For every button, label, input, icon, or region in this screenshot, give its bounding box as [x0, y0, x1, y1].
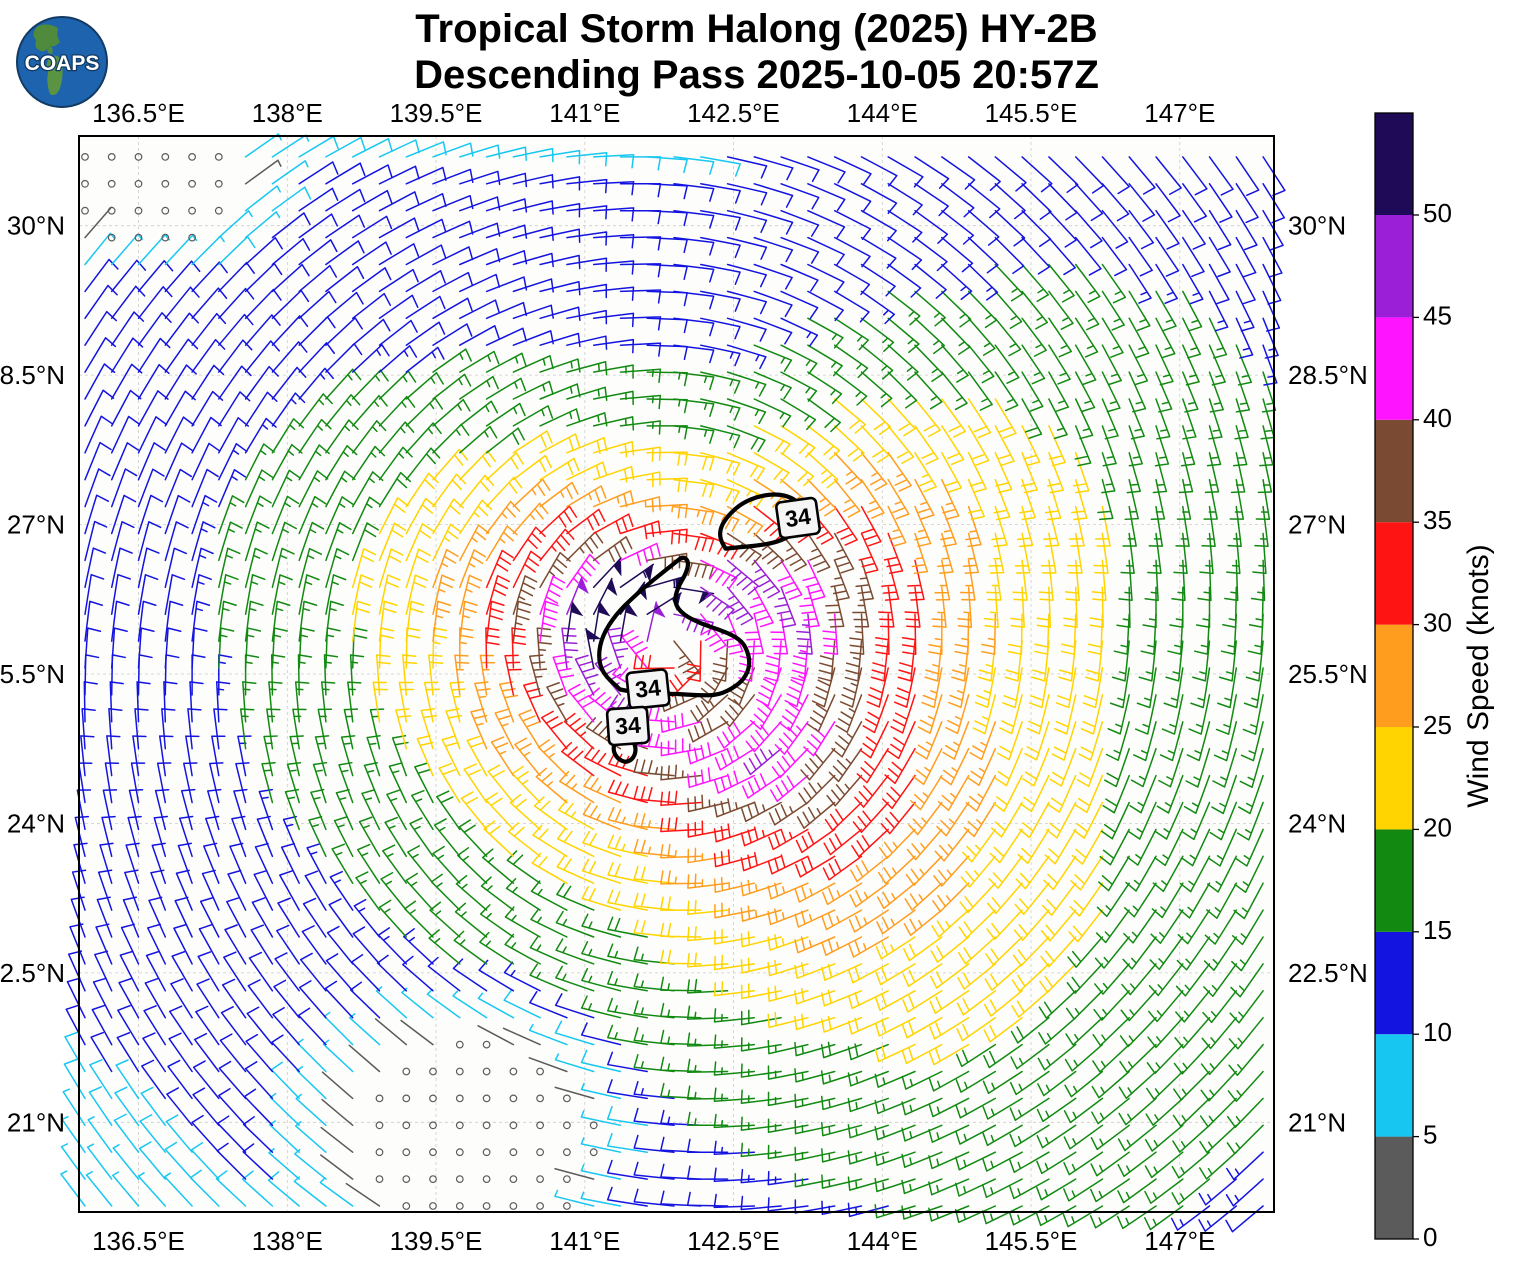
svg-text:28.5°N: 28.5°N [0, 360, 65, 390]
svg-text:139.5°E: 139.5°E [390, 98, 483, 128]
svg-text:22.5°N: 22.5°N [0, 958, 65, 988]
svg-text:24°N: 24°N [1288, 808, 1346, 838]
svg-text:24°N: 24°N [7, 808, 65, 838]
svg-text:25.5°N: 25.5°N [0, 659, 65, 689]
svg-text:144°E: 144°E [847, 98, 918, 128]
svg-text:34: 34 [634, 674, 662, 703]
svg-text:147°E: 147°E [1144, 1226, 1215, 1256]
svg-text:21°N: 21°N [1288, 1107, 1346, 1137]
svg-text:20: 20 [1423, 812, 1452, 842]
svg-text:147°E: 147°E [1144, 98, 1215, 128]
svg-text:145.5°E: 145.5°E [985, 1226, 1078, 1256]
svg-text:10: 10 [1423, 1017, 1452, 1047]
svg-text:136.5°E: 136.5°E [92, 1226, 185, 1256]
svg-text:30: 30 [1423, 608, 1452, 638]
svg-text:5: 5 [1423, 1120, 1437, 1150]
svg-text:34: 34 [614, 712, 642, 740]
svg-text:141°E: 141°E [549, 1226, 620, 1256]
svg-text:136.5°E: 136.5°E [92, 98, 185, 128]
svg-text:22.5°N: 22.5°N [1288, 958, 1368, 988]
svg-text:144°E: 144°E [847, 1226, 918, 1256]
svg-text:138°E: 138°E [252, 98, 323, 128]
svg-text:15: 15 [1423, 915, 1452, 945]
svg-text:27°N: 27°N [1288, 510, 1346, 540]
svg-text:139.5°E: 139.5°E [390, 1226, 483, 1256]
svg-text:145.5°E: 145.5°E [985, 98, 1078, 128]
svg-text:25.5°N: 25.5°N [1288, 659, 1368, 689]
svg-text:21°N: 21°N [7, 1107, 65, 1137]
svg-text:141°E: 141°E [549, 98, 620, 128]
svg-text:34: 34 [783, 503, 812, 532]
svg-text:40: 40 [1423, 403, 1452, 433]
svg-text:30°N: 30°N [1288, 211, 1346, 241]
svg-text:142.5°E: 142.5°E [687, 98, 780, 128]
svg-text:25: 25 [1423, 710, 1452, 740]
svg-text:0: 0 [1423, 1222, 1437, 1252]
svg-text:27°N: 27°N [7, 510, 65, 540]
svg-text:30°N: 30°N [7, 211, 65, 241]
svg-text:50: 50 [1423, 198, 1452, 228]
svg-text:45: 45 [1423, 300, 1452, 330]
svg-text:Wind Speed (knots): Wind Speed (knots) [1462, 544, 1495, 807]
svg-text:28.5°N: 28.5°N [1288, 360, 1368, 390]
svg-text:138°E: 138°E [252, 1226, 323, 1256]
svg-text:35: 35 [1423, 505, 1452, 535]
svg-text:142.5°E: 142.5°E [687, 1226, 780, 1256]
